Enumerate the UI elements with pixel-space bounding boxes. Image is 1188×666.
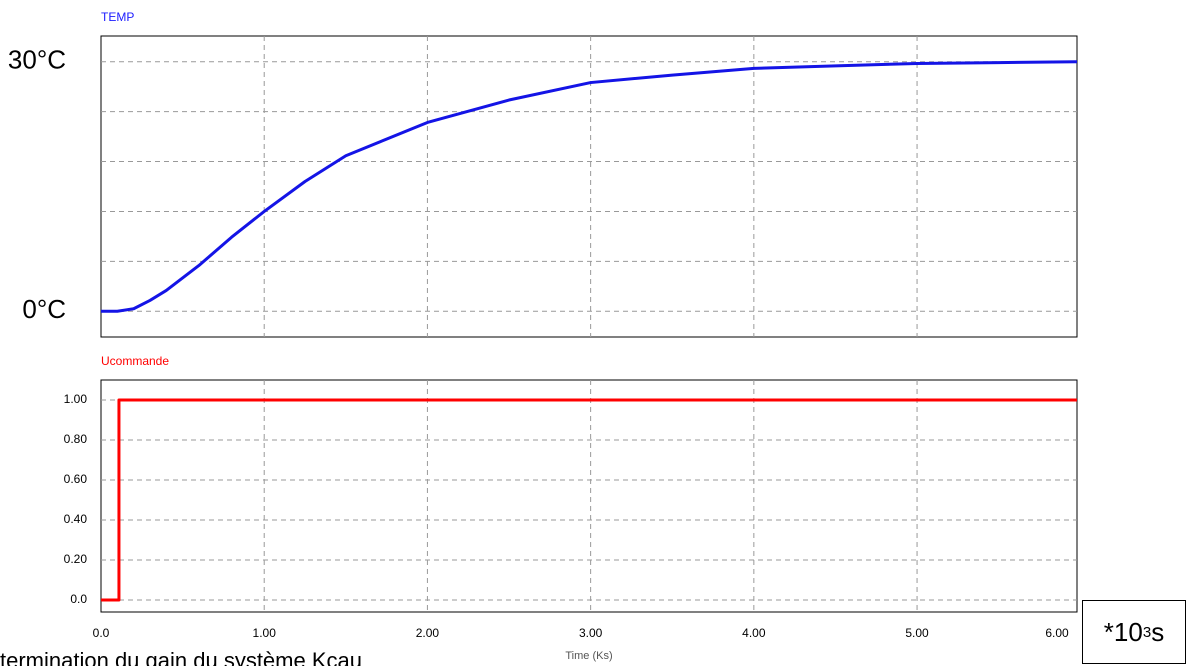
x-tick-label: 6.00 bbox=[1045, 626, 1069, 640]
data-line bbox=[101, 398, 1077, 602]
x-axis-label: Time (Ks) bbox=[565, 650, 612, 662]
y-tick-label: 1.00 bbox=[64, 392, 88, 406]
unit-exponent: 3 bbox=[1142, 623, 1152, 641]
x-tick-label: 1.00 bbox=[253, 626, 277, 640]
x-tick-label: 0.0 bbox=[93, 626, 110, 640]
caption: termination du gain du système Kcau bbox=[0, 648, 362, 666]
unit-box: *10 3 s bbox=[1082, 600, 1186, 664]
chart-title: TEMP bbox=[101, 10, 134, 24]
y-tick-label: 0.20 bbox=[64, 552, 88, 566]
x-tick-label: 3.00 bbox=[579, 626, 603, 640]
x-tick-label: 4.00 bbox=[742, 626, 766, 640]
unit-symbol: s bbox=[1151, 616, 1165, 647]
y-tick-label: 0.60 bbox=[64, 472, 88, 486]
chart-title: Ucommande bbox=[101, 354, 169, 368]
y-tick-label: 30°C bbox=[8, 45, 66, 75]
plot-frame bbox=[100, 379, 1078, 613]
unit-base: *10 bbox=[1103, 616, 1143, 647]
x-tick-label: 5.00 bbox=[905, 626, 929, 640]
plot-frame bbox=[100, 35, 1078, 338]
x-tick-label: 2.00 bbox=[416, 626, 440, 640]
y-tick-label: 0.0 bbox=[70, 592, 87, 606]
y-tick-label: 0.40 bbox=[64, 512, 88, 526]
data-line bbox=[101, 60, 1078, 313]
y-tick-label: 0.80 bbox=[64, 432, 88, 446]
y-tick-label: 0°C bbox=[22, 294, 66, 324]
